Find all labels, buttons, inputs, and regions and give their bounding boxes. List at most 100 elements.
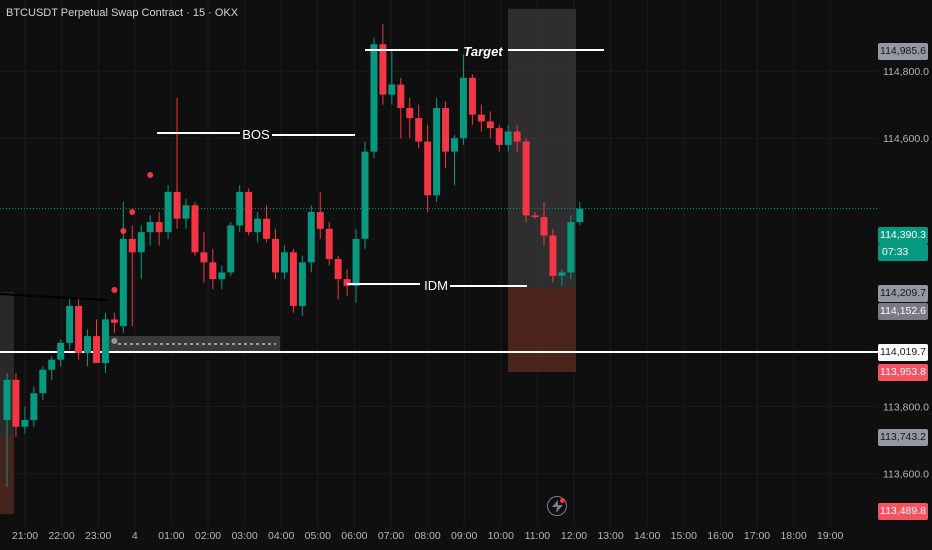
y-tick-label: 113,600.0 — [883, 469, 929, 481]
price-label-countdown: 07:33 — [878, 244, 928, 261]
x-tick-label: 16:00 — [707, 530, 733, 542]
target-label: Target — [463, 44, 503, 59]
x-tick-label: 04:00 — [268, 530, 294, 542]
price-label-level-a: 114,209.7 — [878, 285, 928, 302]
candle-body — [200, 252, 208, 263]
candle-body — [388, 84, 396, 95]
x-tick-label: 09:00 — [451, 530, 477, 542]
candle-body — [298, 262, 306, 306]
candle-body — [146, 222, 154, 233]
candle-body — [84, 336, 92, 353]
x-tick-label: 14:00 — [634, 530, 660, 542]
candle-body — [334, 259, 342, 280]
candle-body — [379, 44, 387, 95]
candle-body — [280, 252, 288, 273]
lightning-icon — [552, 500, 563, 513]
price-label-bottom-level: 113,489.8 — [878, 503, 928, 520]
candle-body — [75, 305, 83, 353]
y-tick-label: 114,800.0 — [883, 66, 929, 78]
x-tick-label: 21:00 — [12, 530, 38, 542]
candle-body — [352, 238, 360, 286]
candle-body — [397, 84, 405, 109]
black-trend-line — [0, 293, 109, 301]
x-tick-label: 13:00 — [597, 530, 623, 542]
x-tick-label: 08:00 — [414, 530, 440, 542]
swing-marker — [111, 338, 118, 344]
bos-label: BOS — [242, 127, 270, 142]
candle-body — [164, 191, 172, 233]
x-tick-label: 02:00 — [195, 530, 221, 542]
price-label-white-line: 114,019.7 — [878, 344, 928, 361]
candle-body — [451, 138, 458, 152]
candle-body — [513, 131, 521, 142]
swing-marker — [120, 228, 127, 234]
candle-body — [101, 319, 109, 364]
candle-body — [343, 279, 351, 286]
candle-body — [531, 215, 539, 218]
candle-body — [245, 191, 253, 233]
symbol-title: BTCUSDT Perpetual Swap Contract · 15 · O… — [6, 7, 239, 19]
candle-body — [93, 336, 100, 364]
candle-body — [3, 379, 11, 421]
x-tick-label: 11:00 — [525, 530, 551, 542]
idm-label: IDM — [424, 278, 448, 293]
x-tick-label: 10:00 — [488, 530, 514, 542]
candle-body — [110, 319, 118, 323]
x-tick-label: 03:00 — [231, 530, 257, 542]
candle-body — [406, 108, 414, 119]
target-zone — [508, 8, 576, 289]
candle-body — [522, 141, 530, 216]
x-tick-label: 22:00 — [48, 530, 74, 542]
replay-flash-button[interactable] — [547, 496, 567, 516]
x-tick-label: 17:00 — [744, 530, 770, 542]
candle-body — [128, 238, 136, 253]
x-tick-label: 05:00 — [305, 530, 331, 542]
candle-body — [173, 191, 181, 219]
stop-zone — [508, 288, 576, 372]
x-tick-label: 19:00 — [817, 530, 843, 542]
candle-body — [415, 118, 423, 142]
candle-body — [21, 420, 29, 427]
x-tick-label: 23:00 — [85, 530, 111, 542]
candle-body — [361, 151, 369, 239]
candle-body — [254, 218, 262, 233]
candle-body — [218, 272, 226, 280]
swing-marker — [147, 172, 154, 178]
candle-body — [558, 272, 566, 276]
candle-body — [307, 212, 315, 263]
candle-body — [236, 191, 244, 226]
candle-body — [424, 141, 432, 196]
price-label-top-level: 114,985.6 — [878, 43, 928, 60]
x-tick-label: 4 — [132, 530, 138, 542]
candle-body — [57, 342, 65, 360]
candle-body — [549, 235, 557, 276]
liquidity-zone — [108, 336, 280, 352]
candle-body — [227, 225, 235, 273]
candle-body — [576, 208, 584, 223]
swing-marker — [129, 209, 136, 215]
candle-body — [182, 205, 190, 219]
candle-body — [119, 238, 127, 327]
x-tick-label: 07:00 — [378, 530, 404, 542]
candle-body — [137, 232, 145, 253]
x-tick-label: 18:00 — [780, 530, 806, 542]
candle-body — [459, 77, 467, 139]
x-tick-label: 01:00 — [158, 530, 184, 542]
candle-body — [477, 114, 485, 122]
x-tick-label: 12:00 — [561, 530, 587, 542]
candle-body — [191, 205, 199, 253]
candle-body — [433, 108, 441, 196]
candle-body — [30, 393, 38, 421]
candle-body — [289, 252, 297, 306]
x-tick-label: 06:00 — [341, 530, 367, 542]
candle-body — [272, 238, 279, 273]
notification-dot — [560, 498, 565, 503]
candle-body — [316, 212, 324, 229]
candle-body — [48, 359, 56, 370]
candle-body — [155, 222, 163, 233]
candle-body — [263, 218, 271, 239]
candle-body — [325, 228, 333, 259]
price-label-level-b: 114,152.6 — [878, 303, 928, 320]
candle-body — [540, 217, 548, 236]
